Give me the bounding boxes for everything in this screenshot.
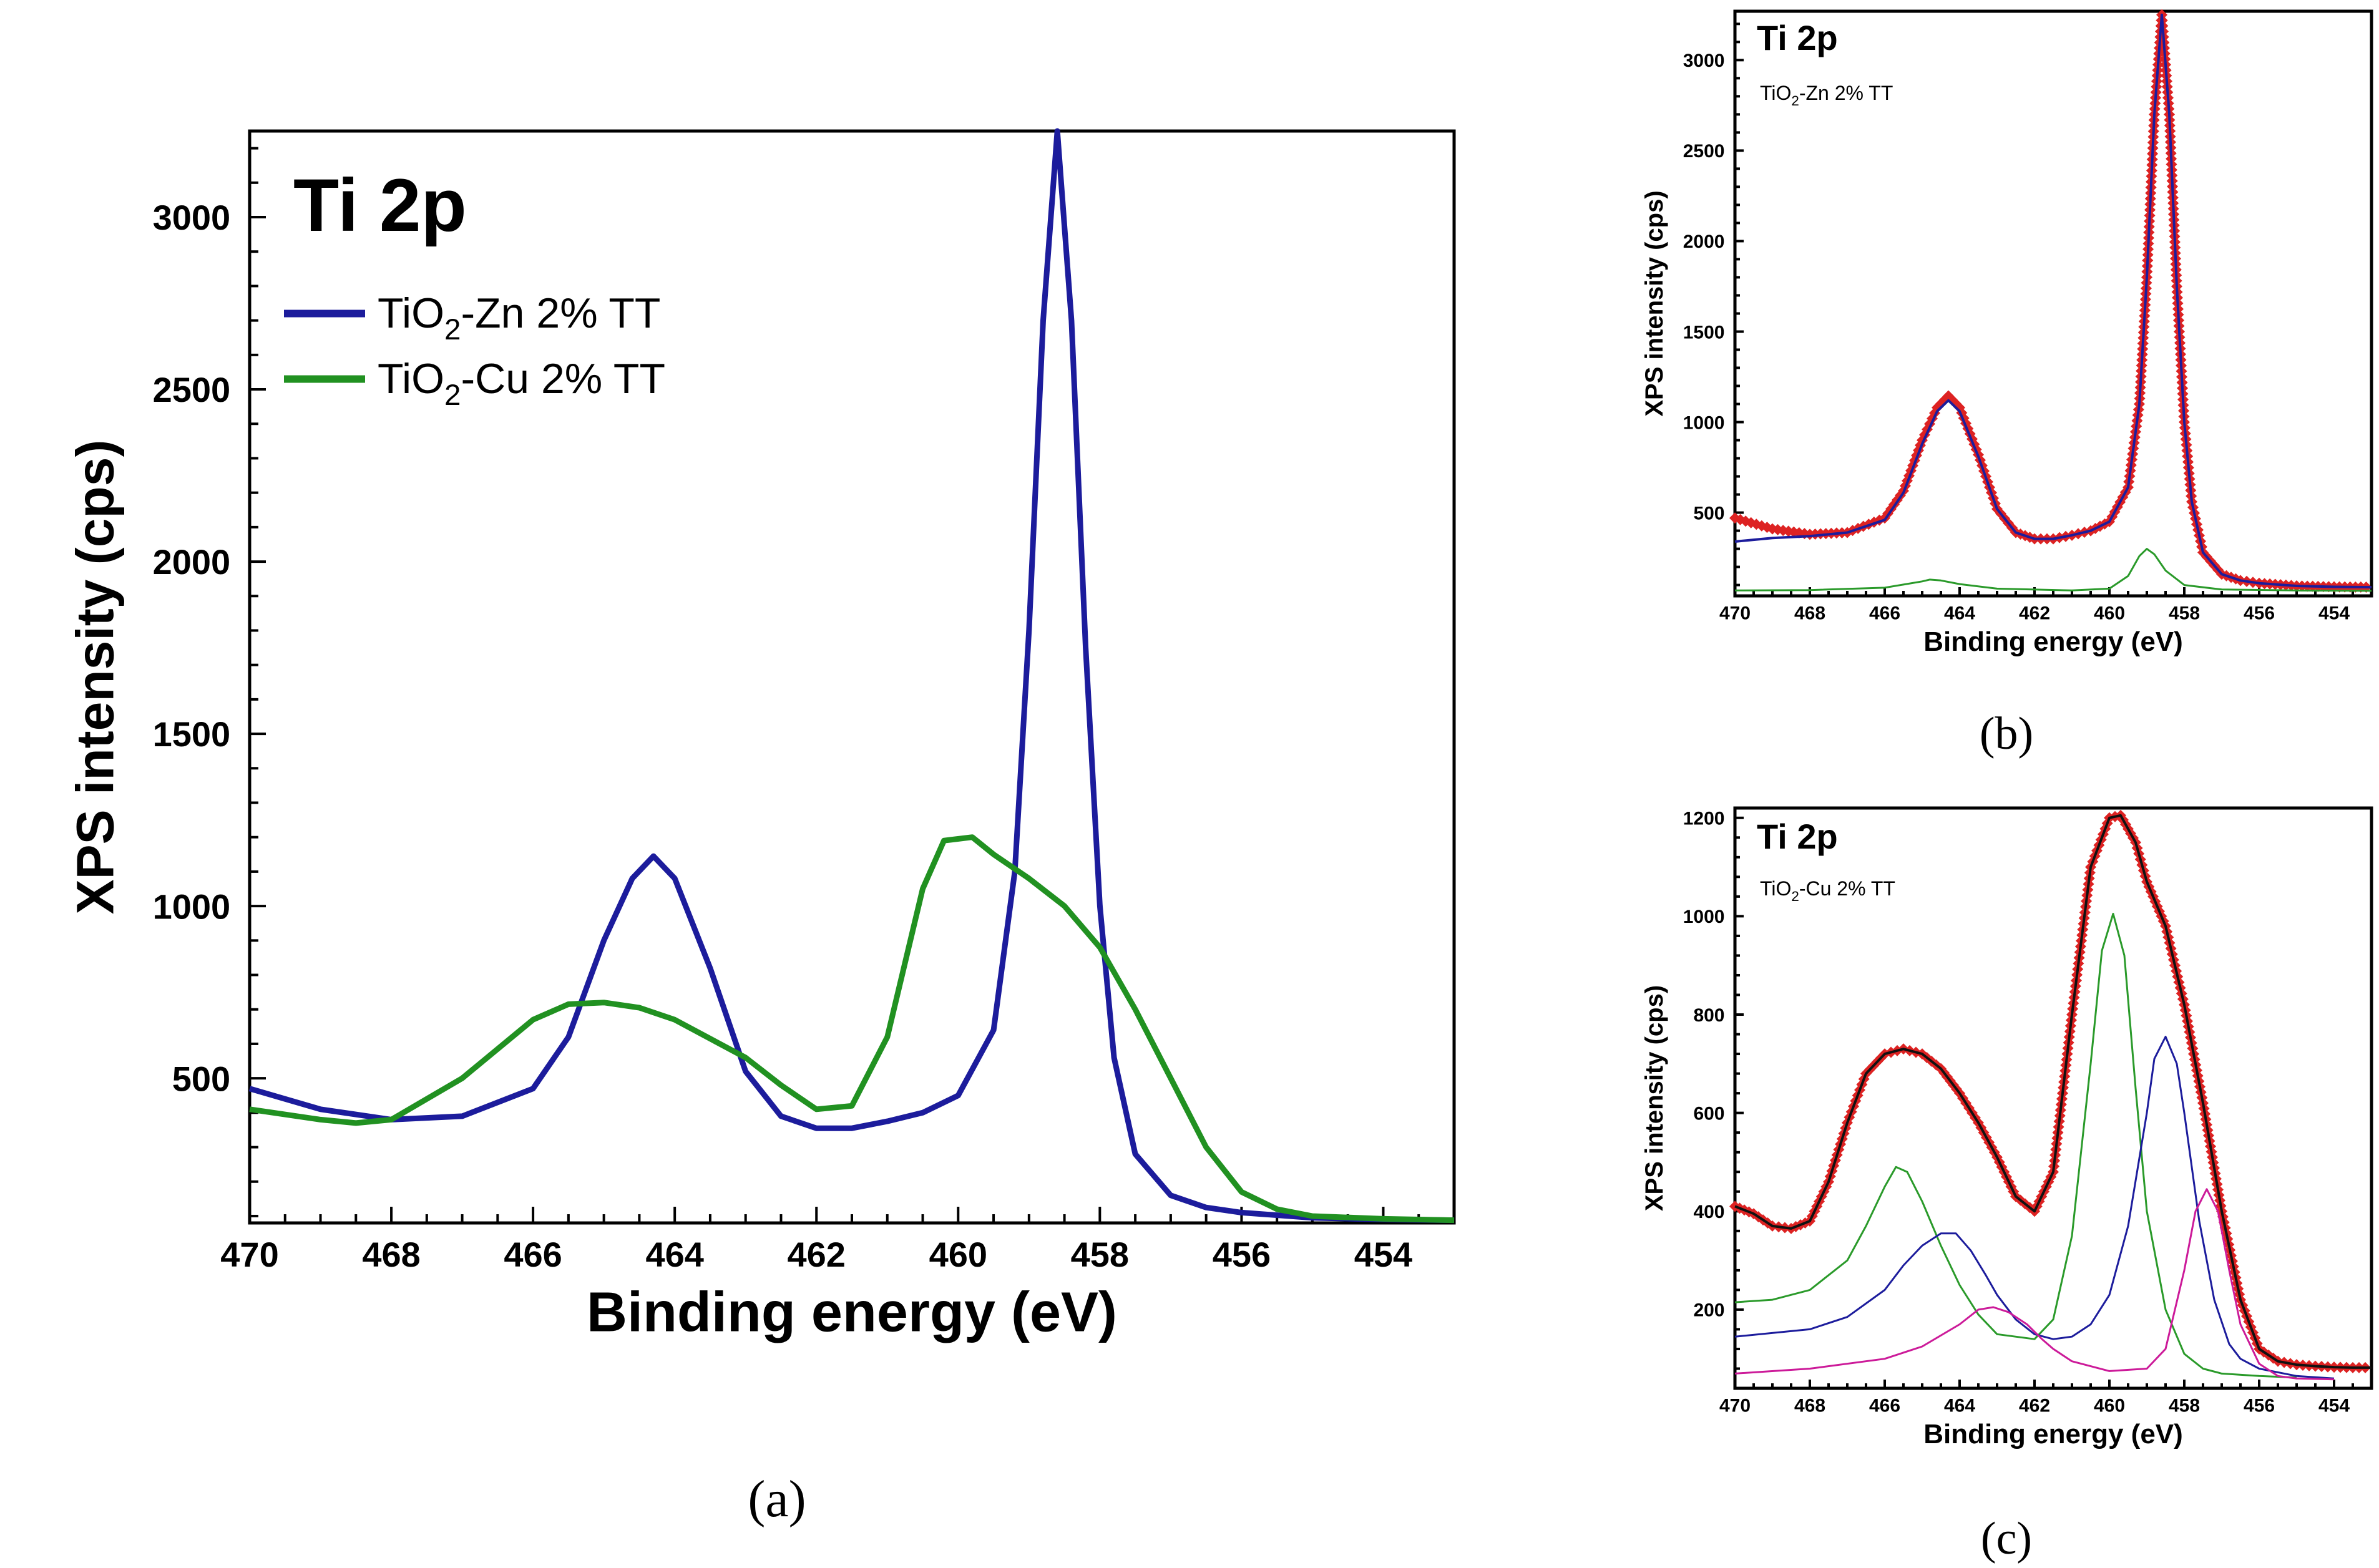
sample-label-prefix: TiO (1760, 877, 1791, 900)
x-tick-label: 458 (2169, 1396, 2200, 1416)
x-tick-label: 470 (1719, 603, 1751, 624)
x-tick-label: 466 (1869, 1396, 1900, 1416)
panel-caption: (b) (1980, 708, 2033, 759)
x-tick-label: 464 (645, 1235, 703, 1274)
x-tick-label: 468 (1794, 1396, 1825, 1416)
series-line (1734, 13, 2372, 589)
y-tick-label: 500 (1693, 503, 1724, 523)
x-tick-label: 462 (2019, 603, 2050, 624)
series-line (1734, 1188, 2335, 1381)
series-line (1734, 912, 2297, 1379)
panel-c: 470 468 466 464 462 460 458 456 454 200 400 600 800 1… (1641, 806, 2373, 1564)
sample-label-prefix: TiO (1760, 82, 1791, 104)
sample-label-sub: 2 (1791, 889, 1799, 904)
sample-label-suffix: -Zn 2% TT (1799, 82, 1893, 104)
series-line (248, 128, 1455, 1224)
y-tick-label: 2000 (1683, 231, 1725, 252)
y-tick-label: 400 (1693, 1202, 1724, 1222)
sample-label: TiO2-Cu 2% TT (1760, 877, 1895, 904)
series-line (1734, 814, 2372, 1369)
series-line (1734, 548, 2372, 592)
y-axis-title: XPS intensity (cps) (1641, 190, 1668, 416)
y-tick-label: 2500 (153, 370, 231, 409)
y-axis-title: XPS intensity (cps) (1641, 985, 1668, 1211)
x-tick-label: 464 (1944, 1396, 1975, 1416)
y-tick-label: 1200 (1683, 809, 1725, 829)
y-tick-label: 600 (1693, 1103, 1724, 1124)
sample-label-suffix: -Cu 2% TT (1799, 877, 1895, 900)
x-tick-label: 462 (2019, 1396, 2050, 1416)
series-line (249, 834, 1455, 1224)
x-axis-title: Binding energy (eV) (1923, 626, 2183, 657)
x-tick-label: 458 (2169, 603, 2200, 624)
sample-label: TiO2-Zn 2% TT (1760, 82, 1893, 109)
y-tick-label: 800 (1693, 1005, 1724, 1026)
panel-caption: (a) (748, 1470, 806, 1528)
x-tick-label: 458 (1071, 1235, 1129, 1274)
series-line (1734, 1036, 2335, 1380)
legend-label: TiO2-Zn 2% TT (378, 290, 660, 346)
x-tick-label: 460 (929, 1235, 987, 1274)
legend-label-sub: 2 (444, 379, 461, 412)
y-tick-label: 500 (172, 1059, 230, 1098)
y-tick-label: 3000 (1683, 51, 1725, 71)
x-tick-label: 456 (2244, 603, 2275, 624)
x-tick-label: 454 (2318, 1396, 2350, 1416)
x-tick-label: 466 (504, 1235, 562, 1274)
legend-label-suffix: -Zn 2% TT (461, 290, 661, 337)
x-axis-title: Binding energy (eV) (1923, 1419, 2183, 1449)
y-tick-label: 1000 (153, 887, 231, 926)
panel-b: 470 468 466 464 462 460 458 456 454 500 1000 1500 20… (1641, 9, 2373, 759)
y-tick-label: 2500 (1683, 141, 1725, 162)
x-axis-title: Binding energy (eV) (587, 1282, 1117, 1344)
chart-title: Ti 2p (1757, 817, 1838, 856)
x-tick-label: 464 (1944, 603, 1975, 624)
x-tick-label: 456 (1213, 1235, 1271, 1274)
legend-label-prefix: TiO (378, 355, 444, 402)
x-tick-label: 470 (1719, 1396, 1751, 1416)
legend-label-sub: 2 (444, 313, 461, 346)
x-tick-label: 456 (2244, 1396, 2275, 1416)
x-tick-label: 462 (788, 1235, 846, 1274)
x-tick-label: 466 (1869, 603, 1900, 624)
legend-label: TiO2-Cu 2% TT (378, 355, 665, 412)
x-tick-label: 468 (362, 1235, 420, 1274)
sample-label-sub: 2 (1791, 93, 1799, 109)
x-tick-label: 468 (1794, 603, 1825, 624)
panel-caption: (c) (1981, 1513, 2032, 1564)
chart-title: Ti 2p (1757, 18, 1838, 57)
chart-title: Ti 2p (293, 163, 467, 247)
y-axis-title: XPS intensity (cps) (66, 440, 125, 915)
x-tick-label: 470 (220, 1235, 278, 1274)
y-tick-label: 1000 (1683, 907, 1725, 927)
y-tick-label: 3000 (153, 198, 231, 237)
panel-a: 470 468 466 464 462 460 458 456 454 500 1000 1500 20… (66, 128, 1456, 1528)
y-tick-label: 1500 (1683, 322, 1725, 343)
x-tick-label: 460 (2094, 603, 2125, 624)
y-tick-label: 2000 (153, 542, 231, 582)
x-tick-label: 454 (1354, 1235, 1412, 1274)
x-tick-label: 454 (2318, 603, 2350, 624)
y-tick-label: 1000 (1683, 412, 1725, 433)
y-tick-label: 1500 (153, 714, 231, 754)
legend-label-suffix: -Cu 2% TT (461, 355, 665, 402)
legend-label-prefix: TiO (378, 290, 444, 337)
x-tick-label: 460 (2094, 1396, 2125, 1416)
y-tick-label: 200 (1693, 1300, 1724, 1321)
